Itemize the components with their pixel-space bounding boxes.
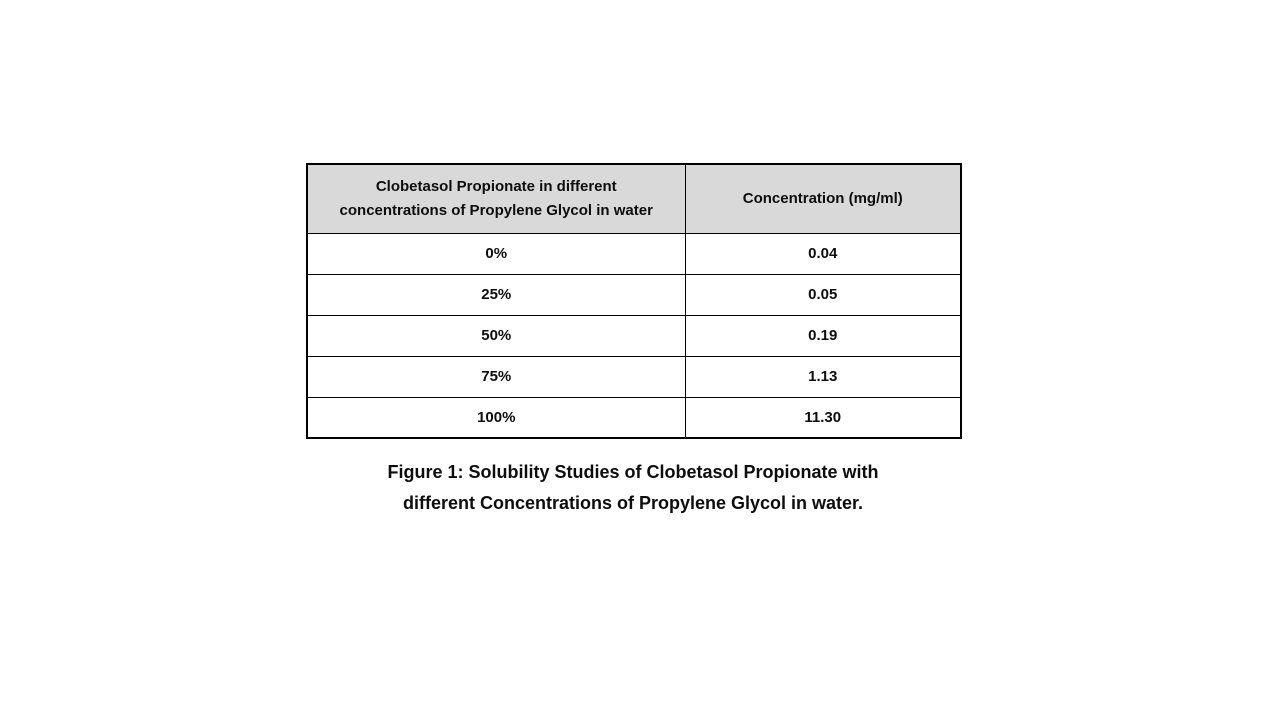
figure-caption-line1: Figure 1: Solubility Studies of Clobetas… [387,462,879,482]
figure-caption-line2: different Concentrations of Propylene Gl… [402,493,864,513]
cell-pg-concentration: 100% [306,396,686,439]
cell-pg-concentration: 75% [306,355,686,398]
cell-pg-concentration: 25% [306,273,686,316]
figure-caption: Figure 1: Solubility Studies of Clobetas… [306,457,960,519]
cell-concentration: 0.19 [684,314,962,357]
table-row: 50% 0.19 [306,314,962,357]
cell-concentration: 11.30 [684,396,962,439]
cell-concentration: 0.05 [684,273,962,316]
table-header-row: Clobetasol Propionate in different conce… [306,163,962,234]
cell-concentration: 1.13 [684,355,962,398]
figure-1: Clobetasol Propionate in different conce… [306,163,962,439]
solubility-table: Clobetasol Propionate in different conce… [306,163,962,439]
cell-concentration: 0.04 [684,232,962,275]
table-header-concentration: Concentration (mg/ml) [684,163,962,234]
table-header-pg-concentration: Clobetasol Propionate in different conce… [306,163,686,234]
table-row: 25% 0.05 [306,273,962,316]
table-row: 0% 0.04 [306,232,962,275]
cell-pg-concentration: 0% [306,232,686,275]
table-row: 75% 1.13 [306,355,962,398]
table-row: 100% 11.30 [306,396,962,439]
cell-pg-concentration: 50% [306,314,686,357]
